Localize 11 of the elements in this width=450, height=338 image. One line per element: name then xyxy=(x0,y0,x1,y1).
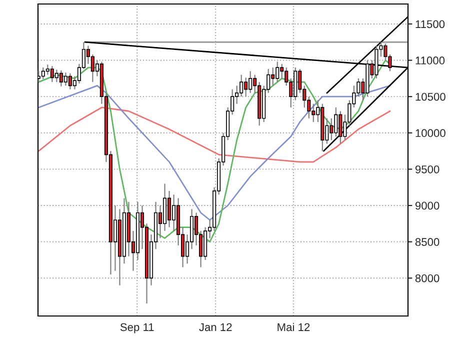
y-tick-label: 10000 xyxy=(416,129,446,138)
y-tick-label: 8000 xyxy=(415,274,440,282)
x-tick-label: Jan 12 xyxy=(199,323,232,332)
y-tick-label: 9000 xyxy=(415,202,440,210)
y-tick-label: 11000 xyxy=(416,56,445,64)
y-tick-label: 8500 xyxy=(415,238,440,246)
y-tick-label: 9500 xyxy=(415,165,440,174)
y-tick-label: 10500 xyxy=(416,92,446,101)
y-tick-label: 11500 xyxy=(416,20,445,28)
x-tick-label: Sep 11 xyxy=(120,323,154,334)
x-tick-label: Mai 12 xyxy=(278,322,310,332)
